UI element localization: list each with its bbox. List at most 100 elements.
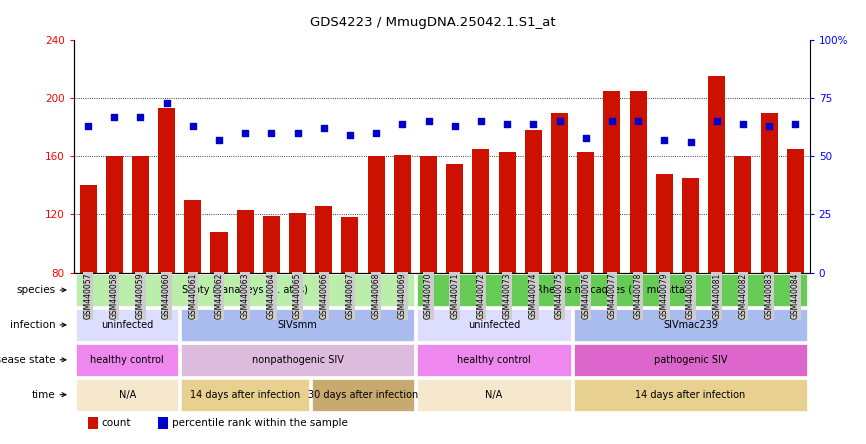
Bar (289, 213, 306, 273)
Bar (368, 156, 385, 273)
Bar (420, 156, 437, 273)
Bar (551, 113, 568, 273)
Point (527, 120, 540, 127)
Bar (574, 379, 807, 411)
Bar (132, 156, 149, 273)
Text: 14 days after infection: 14 days after infection (190, 390, 301, 400)
Text: percentile rank within the sample: percentile rank within the sample (171, 417, 347, 428)
Point (343, 132, 357, 139)
Text: pathogenic SIV: pathogenic SIV (654, 355, 727, 365)
Bar (76, 344, 178, 376)
Point (448, 123, 462, 130)
Bar (787, 149, 804, 273)
Bar (417, 379, 572, 411)
Bar (578, 152, 594, 273)
Text: GDS4223 / MmugDNA.25042.1.S1_at: GDS4223 / MmugDNA.25042.1.S1_at (310, 16, 556, 28)
Bar (760, 113, 778, 273)
Text: uninfected: uninfected (468, 320, 520, 330)
Bar (158, 417, 168, 429)
Text: GSM440062: GSM440062 (215, 273, 223, 319)
Bar (499, 152, 515, 273)
Bar (417, 344, 572, 376)
Point (212, 136, 226, 143)
Text: count: count (101, 417, 131, 428)
Bar (80, 185, 96, 273)
Text: GSM440076: GSM440076 (581, 273, 591, 319)
Text: uninfected: uninfected (101, 320, 153, 330)
Bar (525, 130, 542, 273)
Bar (158, 108, 175, 273)
Bar (181, 344, 414, 376)
Point (238, 130, 252, 137)
Text: N/A: N/A (486, 390, 502, 400)
Bar (630, 91, 647, 273)
Text: SIVsmm: SIVsmm (278, 320, 318, 330)
Text: GSM440084: GSM440084 (791, 273, 800, 319)
Point (578, 134, 592, 141)
Text: disease state: disease state (0, 355, 55, 365)
Point (81, 123, 95, 130)
Point (736, 120, 750, 127)
Bar (446, 163, 463, 273)
Text: GSM440074: GSM440074 (529, 273, 538, 319)
Bar (682, 178, 699, 273)
Text: GSM440077: GSM440077 (607, 273, 617, 319)
Text: GSM440068: GSM440068 (372, 273, 381, 319)
Text: GSM440083: GSM440083 (765, 273, 773, 319)
Text: 14 days after infection: 14 days after infection (636, 390, 746, 400)
Bar (417, 274, 807, 306)
Text: Rhesus macaques (M. mulatta): Rhesus macaques (M. mulatta) (535, 285, 688, 295)
Point (631, 118, 645, 125)
Bar (341, 217, 359, 273)
Text: GSM440082: GSM440082 (739, 273, 747, 319)
Point (422, 118, 436, 125)
Text: Sooty manabeys (C. atys): Sooty manabeys (C. atys) (182, 285, 308, 295)
Text: GSM440078: GSM440078 (634, 273, 643, 319)
Point (605, 118, 619, 125)
Text: GSM440066: GSM440066 (320, 273, 328, 319)
Text: GSM440065: GSM440065 (293, 273, 302, 319)
Point (501, 120, 514, 127)
Bar (315, 206, 333, 273)
Bar (604, 91, 620, 273)
Point (396, 120, 410, 127)
Text: GSM440058: GSM440058 (110, 273, 119, 319)
Text: healthy control: healthy control (90, 355, 165, 365)
Text: GSM440059: GSM440059 (136, 273, 145, 319)
Bar (181, 379, 309, 411)
Text: GSM440081: GSM440081 (712, 273, 721, 319)
Text: GSM440080: GSM440080 (686, 273, 695, 319)
Text: GSM440061: GSM440061 (188, 273, 197, 319)
Text: GSM440075: GSM440075 (555, 273, 564, 319)
Bar (76, 274, 414, 306)
Text: GSM440071: GSM440071 (450, 273, 459, 319)
Point (264, 130, 278, 137)
Bar (263, 216, 280, 273)
Point (107, 113, 121, 120)
Text: SIVmac239: SIVmac239 (663, 320, 718, 330)
Bar (473, 149, 489, 273)
Text: GSM440060: GSM440060 (162, 273, 171, 319)
Bar (574, 309, 807, 341)
Text: GSM440063: GSM440063 (241, 273, 249, 319)
Text: GSM440079: GSM440079 (660, 273, 669, 319)
Bar (210, 232, 228, 273)
Bar (236, 210, 254, 273)
Point (159, 99, 173, 106)
Bar (394, 155, 410, 273)
Point (291, 130, 305, 137)
Bar (184, 200, 201, 273)
Bar (574, 344, 807, 376)
Text: GSM440069: GSM440069 (397, 273, 407, 319)
Text: infection: infection (10, 320, 55, 330)
Bar (734, 156, 752, 273)
Bar (312, 379, 414, 411)
Text: GSM440072: GSM440072 (476, 273, 486, 319)
Point (369, 130, 383, 137)
Point (553, 118, 566, 125)
Text: GSM440070: GSM440070 (424, 273, 433, 319)
Text: time: time (31, 390, 55, 400)
Text: GSM440057: GSM440057 (83, 273, 93, 319)
Point (657, 136, 671, 143)
Bar (76, 379, 178, 411)
